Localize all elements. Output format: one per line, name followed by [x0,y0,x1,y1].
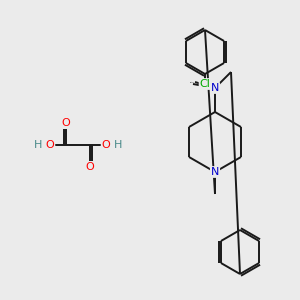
Text: N: N [211,167,219,177]
Text: O: O [46,140,54,150]
Text: N: N [211,83,219,93]
Text: O: O [102,140,110,150]
Text: O: O [61,118,70,128]
Text: Cl: Cl [200,79,210,89]
Text: H: H [34,140,42,150]
Text: O: O [85,162,94,172]
Text: H: H [114,140,122,150]
Text: methyl: methyl [190,81,194,83]
